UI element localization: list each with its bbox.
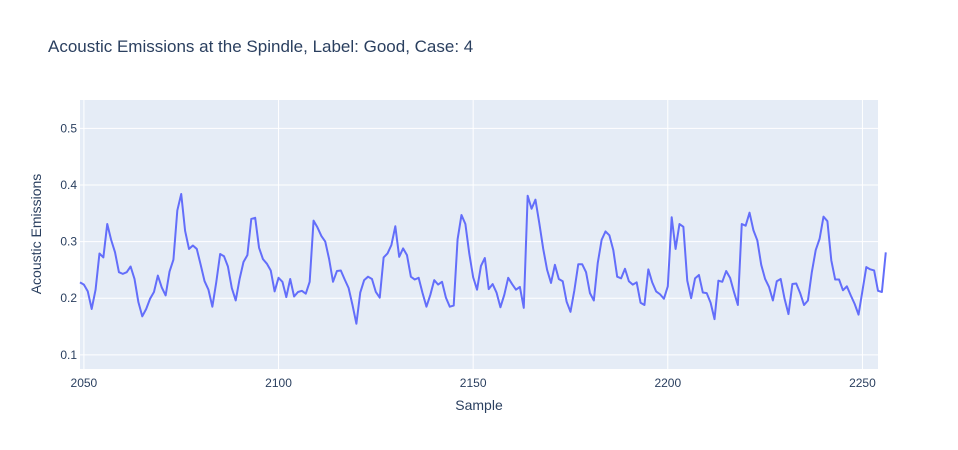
y-tick-label: 0.4: [60, 178, 77, 192]
x-axis-label: Sample: [455, 397, 503, 413]
y-axis-label: Acoustic Emissions: [28, 174, 44, 295]
series-layer: [79, 193, 887, 325]
y-tick-label: 0.3: [60, 235, 77, 249]
x-tick-label: 2200: [654, 376, 681, 390]
series-line: [79, 193, 887, 325]
x-tick-label: 2150: [460, 376, 487, 390]
y-tick-label: 0.5: [60, 121, 77, 135]
x-tick-label: 2250: [849, 376, 876, 390]
chart-title: Acoustic Emissions at the Spindle, Label…: [48, 37, 473, 56]
plot-background: [80, 100, 878, 369]
x-tick-label: 2050: [71, 376, 98, 390]
tick-layer: 2050 2100 2150 2200 2250 0.1 0.2 0.3 0.4 0.5: [60, 121, 876, 390]
y-tick-label: 0.2: [60, 291, 77, 305]
y-tick-label: 0.1: [60, 348, 77, 362]
x-tick-label: 2100: [265, 376, 292, 390]
